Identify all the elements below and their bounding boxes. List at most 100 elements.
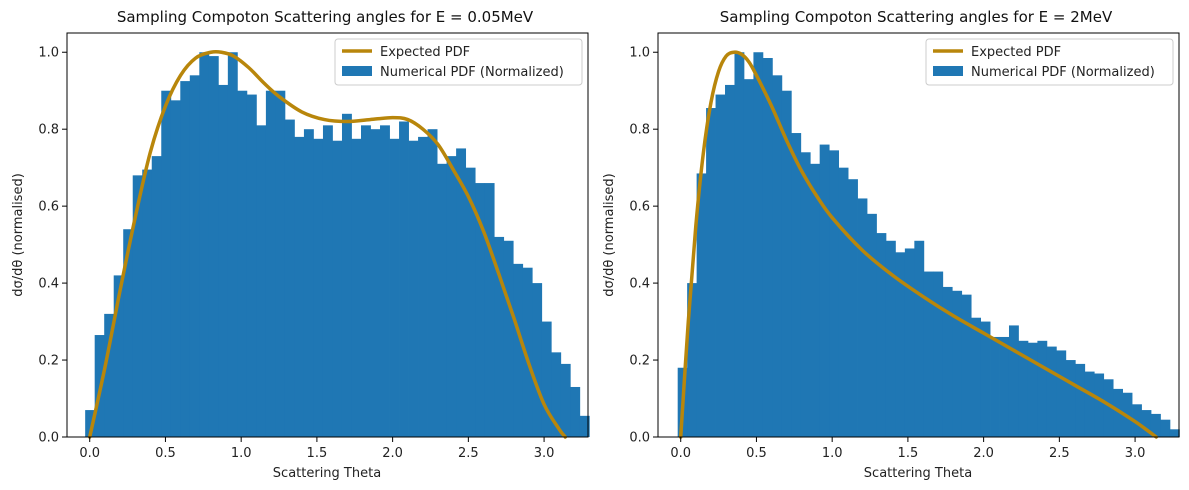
chart-panel-left: Sampling Compoton Scattering angles for … bbox=[11, 8, 590, 481]
histogram-bar bbox=[418, 136, 428, 437]
y-tick-label: 0.4 bbox=[629, 277, 650, 292]
legend-label-curve: Expected PDF bbox=[971, 45, 1061, 60]
x-tick-label: 3.0 bbox=[534, 446, 555, 461]
histogram-bar bbox=[942, 286, 953, 437]
histogram-bar bbox=[876, 233, 887, 437]
histogram-bar bbox=[819, 144, 830, 437]
histogram-bar bbox=[532, 283, 543, 437]
legend: Expected PDF Numerical PDF (Normalized) bbox=[334, 38, 583, 86]
legend: Expected PDF Numerical PDF (Normalized) bbox=[925, 38, 1174, 86]
plot-area bbox=[85, 49, 590, 439]
histogram-bar bbox=[551, 352, 562, 437]
x-tick-label: 2.0 bbox=[973, 446, 994, 461]
histogram-bar bbox=[161, 90, 172, 438]
x-axis-label: Scattering Theta bbox=[864, 466, 972, 481]
histogram-bar bbox=[1046, 346, 1057, 437]
expected-pdf-line bbox=[678, 50, 1159, 439]
histogram-bar bbox=[123, 229, 134, 437]
histogram-bar bbox=[370, 129, 381, 437]
legend-label-histogram: Numerical PDF (Normalized) bbox=[380, 65, 564, 80]
histogram-bar bbox=[494, 236, 505, 437]
x-axis: 0.0 0.5 1.0 1.5 2.0 2.5 3.0 bbox=[670, 437, 1145, 461]
histogram-bar bbox=[399, 121, 409, 437]
histogram-bar bbox=[867, 213, 877, 437]
histogram-bar bbox=[791, 133, 802, 438]
histogram-bar bbox=[734, 52, 745, 438]
histogram-bar bbox=[781, 90, 792, 438]
histogram-bar bbox=[541, 321, 552, 437]
histogram-bar bbox=[408, 140, 419, 438]
histogram-bar bbox=[990, 336, 1000, 437]
legend-box bbox=[334, 38, 583, 86]
axes-frame bbox=[657, 32, 1180, 438]
histogram-bar bbox=[1132, 404, 1142, 437]
histogram-bar bbox=[743, 79, 754, 438]
x-tick-label: 1.5 bbox=[307, 446, 328, 461]
legend-label-curve: Expected PDF bbox=[380, 45, 470, 60]
y-tick-label: 0.6 bbox=[38, 200, 59, 215]
histogram-bar bbox=[848, 179, 858, 437]
histogram-bar bbox=[1075, 363, 1086, 437]
legend-box bbox=[925, 38, 1174, 86]
x-axis: 0.0 0.5 1.0 1.5 2.0 2.5 3.0 bbox=[79, 437, 554, 461]
y-tick-label: 0.8 bbox=[629, 123, 650, 138]
y-axis-label: dσ/dθ (normalised) bbox=[11, 173, 26, 297]
histogram-bar bbox=[351, 138, 362, 437]
chart-panel-right: Sampling Compoton Scattering angles for … bbox=[602, 8, 1180, 481]
histogram-bar bbox=[1150, 413, 1161, 437]
x-tick-label: 1.0 bbox=[231, 446, 252, 461]
histogram-bar bbox=[772, 75, 783, 437]
axes-frame bbox=[66, 32, 589, 438]
x-tick-label: 2.5 bbox=[1049, 446, 1070, 461]
histogram-bar bbox=[952, 290, 963, 437]
histogram-bar bbox=[1027, 342, 1038, 437]
histogram-bar bbox=[437, 163, 447, 437]
histogram-bar bbox=[762, 58, 773, 437]
x-tick-label: 0.0 bbox=[670, 446, 691, 461]
histogram-bar bbox=[104, 313, 115, 437]
histogram-bar bbox=[923, 271, 934, 437]
histogram-bar bbox=[218, 84, 229, 437]
histogram-bar bbox=[1160, 419, 1171, 437]
histogram-bar bbox=[1008, 325, 1019, 437]
x-tick-label: 0.0 bbox=[79, 446, 100, 461]
histogram-bar bbox=[465, 167, 476, 438]
legend-label-histogram: Numerical PDF (Normalized) bbox=[971, 65, 1155, 80]
histogram-bar bbox=[513, 263, 524, 437]
histogram-bar bbox=[560, 363, 571, 437]
histogram-bar bbox=[980, 321, 991, 437]
y-tick-label: 0.4 bbox=[38, 277, 59, 292]
y-tick-label: 0.0 bbox=[629, 431, 650, 446]
y-tick-label: 0.2 bbox=[629, 354, 650, 369]
histogram-bar bbox=[341, 113, 352, 438]
histogram-bar bbox=[237, 90, 248, 438]
histogram-bar bbox=[180, 81, 191, 437]
x-tick-label: 0.5 bbox=[155, 446, 176, 461]
chart-title: Sampling Compoton Scattering angles for … bbox=[720, 8, 1113, 26]
histogram-bar bbox=[132, 175, 143, 438]
histogram-bar bbox=[227, 52, 238, 438]
x-tick-label: 0.5 bbox=[746, 446, 767, 461]
histogram-bar bbox=[715, 94, 726, 437]
histogram-bar bbox=[361, 125, 371, 437]
histogram-bar bbox=[265, 90, 276, 438]
histogram-bar bbox=[829, 150, 840, 437]
histogram-bar bbox=[503, 240, 514, 437]
histogram-bar bbox=[810, 163, 821, 437]
histogram-bar bbox=[838, 167, 849, 438]
chart-title: Sampling Compoton Scattering angles for … bbox=[117, 8, 534, 26]
histogram-bar bbox=[1169, 429, 1180, 437]
x-axis-label: Scattering Theta bbox=[273, 466, 381, 481]
y-tick-label: 1.0 bbox=[38, 46, 59, 61]
plot-area bbox=[677, 50, 1180, 439]
histogram-bar bbox=[1094, 373, 1105, 437]
histogram-bar bbox=[522, 267, 533, 437]
histogram-bar bbox=[85, 410, 96, 437]
histogram-bar bbox=[446, 156, 457, 437]
histogram-bar bbox=[484, 183, 495, 437]
histogram-bar bbox=[971, 317, 981, 437]
histogram-bar bbox=[322, 125, 333, 437]
y-axis: 0.0 0.2 0.4 0.6 0.8 1.0 bbox=[629, 46, 658, 446]
histogram-bar bbox=[142, 169, 153, 437]
